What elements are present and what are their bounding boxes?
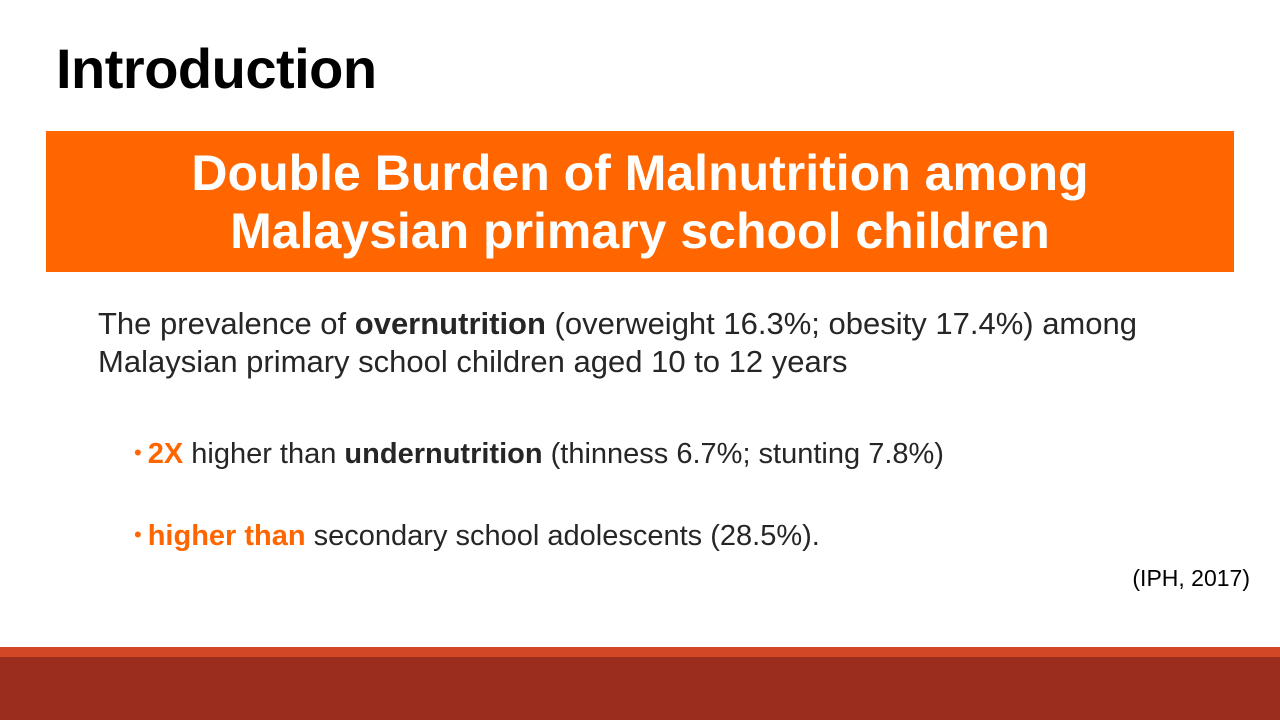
intro-text-end: (overweight 16.3%; obesity 17.4%) among … bbox=[98, 306, 1137, 379]
bullet-item-undernutrition: • 2X higher than undernutrition (thinness… bbox=[134, 436, 944, 474]
bullet-accent-text: higher than bbox=[147, 520, 306, 552]
bullet-marker: • bbox=[134, 440, 142, 465]
banner-line-2: Malaysian primary school children bbox=[230, 202, 1050, 259]
intro-keyword: overnutrition bbox=[354, 306, 546, 341]
bullet-item-adolescents: • higher than secondary school adolescent… bbox=[134, 518, 820, 556]
bullet-text-end: (thinness 6.7%; stunting 7.8%) bbox=[542, 438, 944, 470]
footer-accent-stripe bbox=[0, 647, 1280, 657]
intro-text-start: The prevalence of bbox=[98, 306, 355, 341]
bullet-marker: • bbox=[134, 522, 142, 547]
slide-title: Introduction bbox=[56, 37, 377, 100]
bullet-text: secondary school adolescents (28.5%). bbox=[305, 520, 820, 552]
headline-banner: Double Burden of Malnutrition among Mala… bbox=[46, 131, 1234, 272]
banner-text: Double Burden of Malnutrition among Mala… bbox=[60, 144, 1220, 260]
bullet-accent-text: 2X bbox=[147, 438, 184, 470]
bullet-text: higher than bbox=[183, 438, 345, 470]
footer-band bbox=[0, 657, 1280, 720]
bullet-keyword: undernutrition bbox=[344, 438, 543, 470]
intro-paragraph: The prevalence of overnutrition (overwei… bbox=[98, 305, 1218, 381]
citation: (IPH, 2017) bbox=[1132, 565, 1250, 591]
banner-line-1: Double Burden of Malnutrition among bbox=[191, 144, 1089, 201]
